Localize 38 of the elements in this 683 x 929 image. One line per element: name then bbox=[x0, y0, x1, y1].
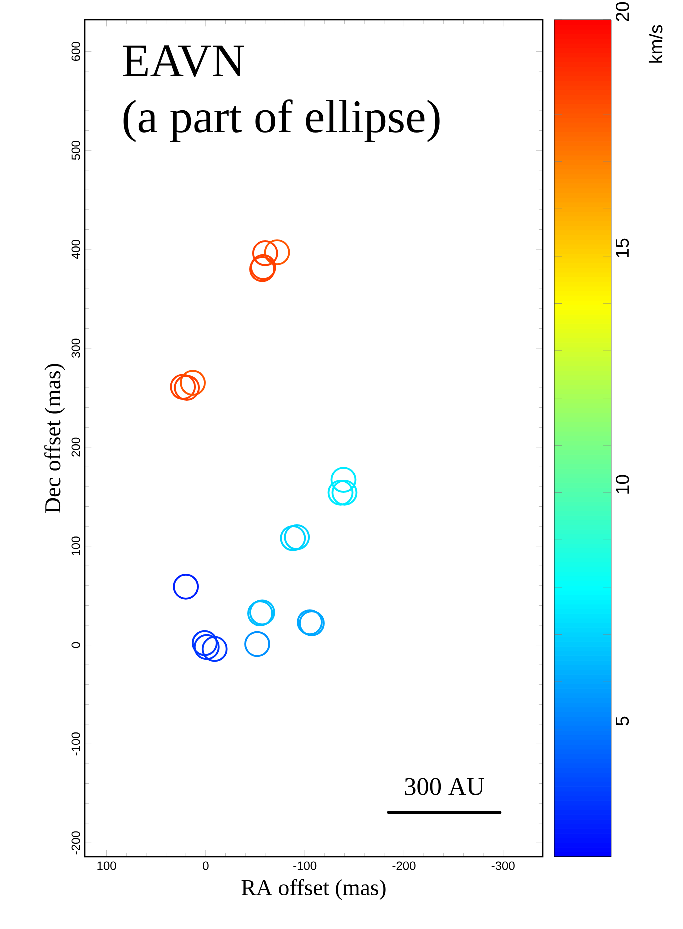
y-axis-title: Dec offset (mas) bbox=[44, 364, 66, 514]
chart-title: EAVN bbox=[123, 46, 244, 78]
y-tick-label: -100 bbox=[72, 732, 80, 756]
color-bar-label: 5 bbox=[616, 716, 630, 726]
point bbox=[330, 467, 357, 493]
y-tick-label: 500 bbox=[72, 141, 80, 160]
x-axis-title: RA offset (mas) bbox=[242, 879, 386, 900]
point bbox=[202, 636, 228, 662]
y-tick-label: 200 bbox=[72, 438, 80, 457]
y-tick-label: 400 bbox=[72, 240, 80, 260]
point bbox=[244, 631, 270, 658]
annotation: 300 AU bbox=[405, 778, 484, 796]
y-tick-label: 600 bbox=[72, 42, 80, 62]
y-tick-label: 0 bbox=[72, 642, 80, 648]
point bbox=[170, 374, 196, 400]
point bbox=[174, 375, 200, 401]
point bbox=[252, 240, 278, 266]
point bbox=[192, 630, 218, 656]
y-tick-label: -200 bbox=[72, 832, 80, 855]
point bbox=[194, 634, 220, 660]
color-bar-label: 20 bbox=[616, 2, 630, 22]
point bbox=[284, 524, 310, 550]
x-tick-label: -200 bbox=[392, 862, 416, 870]
x-tick-label: 0 bbox=[203, 862, 209, 870]
point bbox=[173, 574, 200, 600]
color-bar-label: 10 bbox=[616, 475, 630, 494]
text: (a part of ellipse) bbox=[124, 100, 440, 142]
x-tick-label: 100 bbox=[98, 862, 116, 870]
y-tick-label: 100 bbox=[72, 536, 80, 556]
y-tick-label: 300 bbox=[72, 338, 80, 358]
x-tick-label: -100 bbox=[294, 862, 317, 870]
point bbox=[280, 525, 306, 552]
x-tick-label: -300 bbox=[492, 862, 515, 870]
point bbox=[328, 480, 354, 506]
color-bar-label: 15 bbox=[616, 238, 630, 258]
point bbox=[332, 480, 358, 506]
point bbox=[180, 370, 206, 396]
color-bar-title: km/s bbox=[648, 25, 663, 63]
